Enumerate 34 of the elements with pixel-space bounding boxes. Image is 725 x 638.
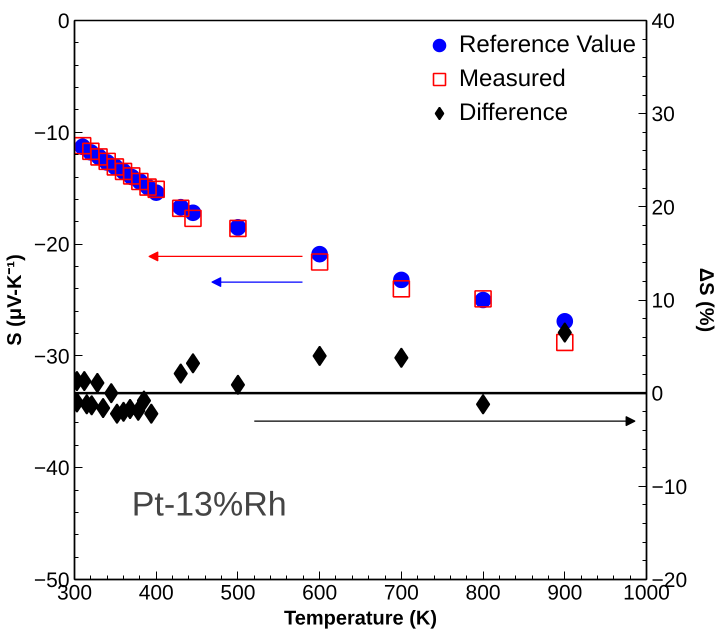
point	[476, 394, 490, 415]
x-tick-label: 800	[466, 582, 501, 604]
point	[96, 398, 110, 418]
y-tick-label: −40	[34, 457, 70, 480]
x-tick-label: 700	[384, 582, 419, 604]
point	[392, 280, 410, 298]
y2-tick-label: 0	[652, 382, 664, 406]
x-tick-label: 400	[138, 582, 174, 604]
annotation: Pt-13%Rh	[132, 486, 287, 524]
legend-label: Measured	[459, 65, 566, 93]
y-tick-label: −20	[34, 234, 70, 257]
x-tick-label: 500	[220, 582, 256, 604]
y2-tick-label: −10	[652, 476, 688, 499]
x-tick-label: 900	[547, 582, 582, 604]
y-tick-label: 0	[58, 10, 70, 33]
legend-label: Reference Value	[459, 31, 636, 59]
point	[184, 210, 202, 228]
point	[310, 253, 328, 271]
point	[147, 180, 166, 198]
x-axis-title: Temperature (K)	[284, 608, 438, 630]
y2-tick-label: 40	[652, 10, 675, 33]
point	[556, 334, 574, 352]
legend-label: Difference	[459, 99, 568, 127]
y2-tick-label: 20	[652, 196, 675, 220]
point	[136, 390, 152, 411]
y2-tick-label: 10	[652, 290, 675, 312]
x-tick-label: 600	[302, 582, 338, 604]
y2-axis-title: ΔS (%)	[695, 268, 718, 332]
y-tick-label: −30	[34, 345, 70, 368]
point	[90, 372, 105, 394]
y2-tick-label: 30	[652, 103, 675, 126]
y-tick-label: −10	[34, 122, 70, 145]
y-axis-title: S (μV-K⁻¹)	[4, 254, 26, 346]
point	[186, 353, 200, 374]
